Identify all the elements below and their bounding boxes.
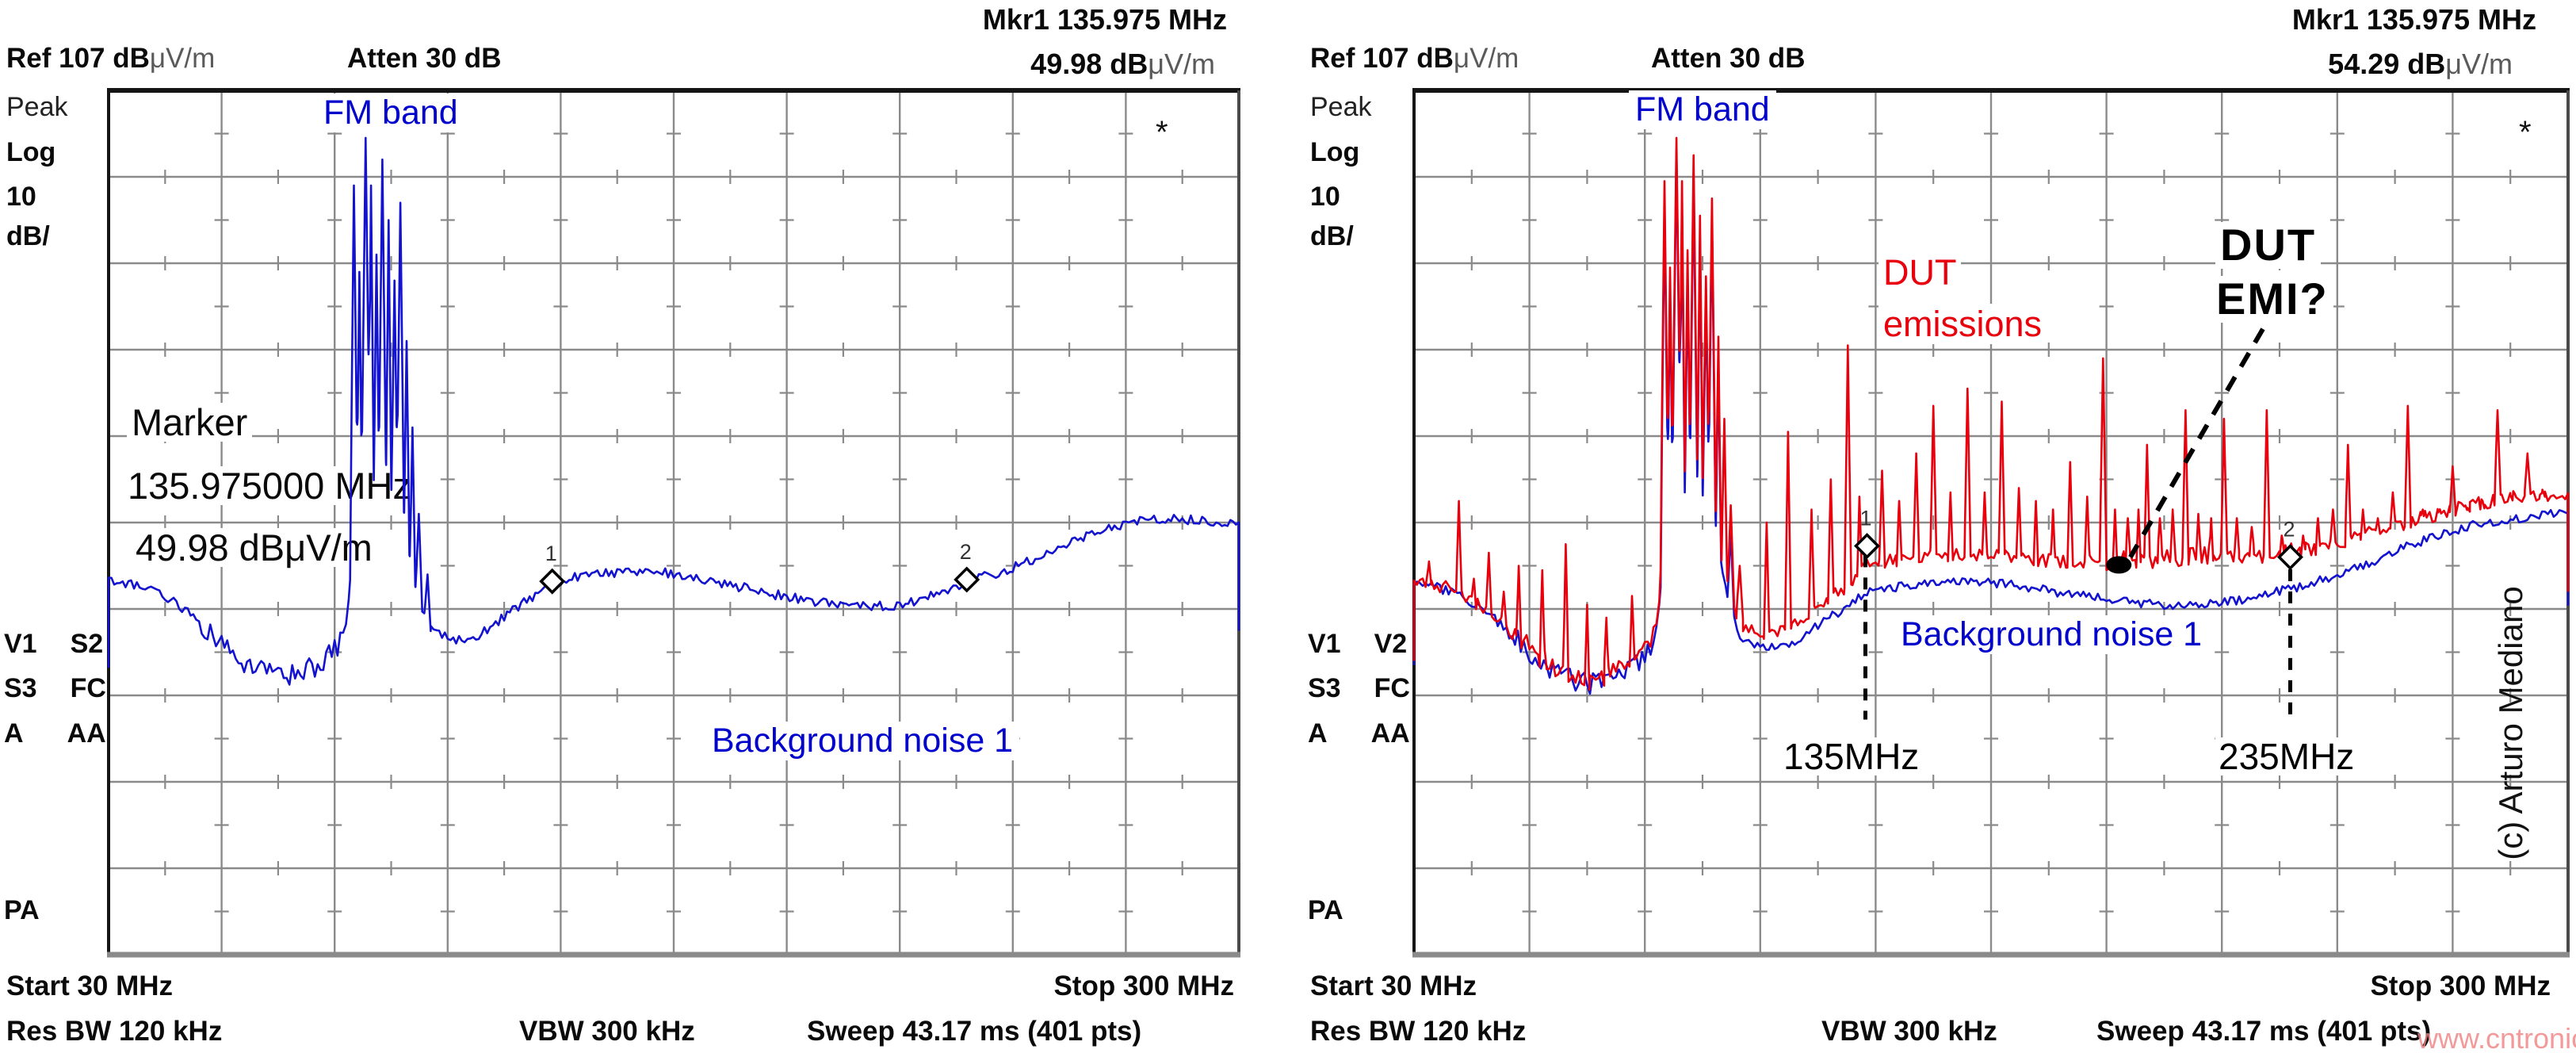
- marker-block-title: Marker: [127, 403, 253, 442]
- video-bandwidth-label: VBW 300 kHz: [1821, 1016, 1997, 1047]
- scale-per-div-unit: dB/: [1310, 221, 1354, 251]
- marker1-frequency-readout: Mkr1 135.975 MHz: [982, 3, 1227, 36]
- ref-level-label: Ref 107 dBμV/m: [6, 43, 216, 74]
- scale-per-div-unit: dB/: [6, 221, 50, 251]
- marker1-amplitude-readout: 54.29 dBμV/m: [2328, 49, 2513, 79]
- copyright-text: (c) Arturo Mediano: [2491, 586, 2529, 860]
- marker1-amplitude-unit: μV/m: [1148, 48, 1215, 80]
- log-scale-label: Log: [6, 137, 56, 167]
- start-frequency-label: Start 30 MHz: [6, 971, 174, 1001]
- status-row-a: A AA: [1308, 718, 1410, 749]
- trace-background-noise-1: [107, 136, 1240, 686]
- status-row-v1: V1 S2: [4, 629, 104, 659]
- marker1-amplitude-value: 49.98 dB: [1030, 48, 1148, 80]
- marker1-amplitude-unit: μV/m: [2445, 48, 2513, 80]
- status-row-a: A AA: [4, 718, 106, 749]
- marker-diamond-1: [539, 568, 566, 595]
- detector-mode-label: Peak: [1310, 92, 1372, 122]
- ref-level-unit: μV/m: [1453, 43, 1519, 74]
- trace-DUT-emissions: [1412, 136, 2570, 691]
- dut-emi-question-line2: EMI?: [2211, 275, 2333, 323]
- uncal-asterisk-indicator: *: [1156, 115, 1168, 150]
- background-noise-annotation: Background noise 1: [1894, 615, 2209, 655]
- scale-per-div-value: 10: [6, 182, 36, 212]
- attenuation-label: Atten 30 dB: [347, 43, 502, 74]
- attenuation-label: Atten 30 dB: [1651, 43, 1806, 74]
- marker-number-2: 2: [960, 540, 972, 564]
- marker-number-1: 1: [1859, 507, 1871, 530]
- emi-callout-dot: [2106, 556, 2132, 574]
- stop-frequency-label: Stop 300 MHz: [2370, 971, 2551, 1001]
- marker1-amplitude-value: 54.29 dB: [2328, 48, 2446, 80]
- graticule: [1412, 88, 2570, 958]
- dut-emissions-annotation-line2: emissions: [1878, 304, 2047, 345]
- frequency-callout-135mhz: 135MHz: [1780, 737, 1923, 775]
- background-noise-annotation: Background noise 1: [705, 722, 1020, 761]
- dut-emissions-annotation-line1: DUT: [1878, 252, 1962, 293]
- marker1-frequency-readout: Mkr1 135.975 MHz: [2291, 3, 2536, 36]
- ref-level-unit: μV/m: [149, 43, 216, 74]
- fm-band-annotation: FM band: [1629, 90, 1776, 130]
- trace-background-noise-1: [1412, 150, 2570, 695]
- marker-block-frequency: 135.975000 MHz: [123, 466, 416, 505]
- scale-per-div-value: 10: [1310, 182, 1340, 212]
- uncal-asterisk-indicator: *: [2519, 115, 2532, 150]
- marker-block-amplitude: 49.98 dBμV/m: [131, 528, 377, 567]
- marker1-amplitude-readout: 49.98 dBμV/m: [1030, 49, 1215, 79]
- watermark-text: www.cntronics.com: [2417, 1022, 2576, 1053]
- stop-frequency-label: Stop 300 MHz: [1053, 971, 1234, 1001]
- status-pa-label: PA: [1308, 895, 1343, 925]
- status-row-v1: V1 V2: [1308, 629, 1408, 659]
- dut-emi-question-line1: DUT: [2215, 221, 2322, 269]
- marker-diamond-2: [2277, 544, 2303, 571]
- status-row-s3: S3 FC: [1308, 673, 1410, 703]
- graticule: [107, 88, 1240, 958]
- ref-level-label: Ref 107 dBμV/m: [1310, 43, 1519, 74]
- sweep-time-label: Sweep 43.17 ms (401 pts): [2096, 1016, 2432, 1047]
- marker-number-2: 2: [2283, 518, 2295, 542]
- sweep-time-label: Sweep 43.17 ms (401 pts): [807, 1016, 1142, 1047]
- resolution-bandwidth-label: Res BW 120 kHz: [1310, 1016, 1527, 1047]
- marker-diamond-2: [954, 566, 980, 593]
- marker-diamond-1: [1854, 533, 1880, 560]
- fm-band-annotation: FM band: [317, 94, 464, 133]
- log-scale-label: Log: [1310, 137, 1360, 167]
- status-row-s3: S3 FC: [4, 673, 106, 703]
- start-frequency-label: Start 30 MHz: [1310, 971, 1477, 1001]
- detector-mode-label: Peak: [6, 92, 68, 122]
- emi-callout-arrow: [2128, 327, 2265, 559]
- resolution-bandwidth-label: Res BW 120 kHz: [6, 1016, 223, 1047]
- status-pa-label: PA: [4, 895, 40, 925]
- marker-number-1: 1: [545, 542, 557, 565]
- frequency-callout-235mhz: 235MHz: [2215, 737, 2358, 775]
- video-bandwidth-label: VBW 300 kHz: [519, 1016, 695, 1047]
